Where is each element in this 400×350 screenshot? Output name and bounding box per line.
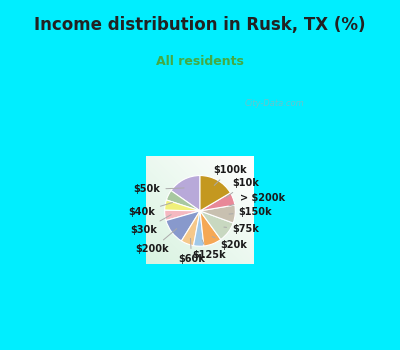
Text: Income distribution in Rusk, TX (%): Income distribution in Rusk, TX (%) [34,16,366,34]
Text: $20k: $20k [212,237,247,250]
Text: > $200k: > $200k [229,193,285,206]
Text: $50k: $50k [134,184,184,195]
Text: $75k: $75k [224,224,259,234]
Wedge shape [165,200,200,211]
Text: $100k: $100k [213,165,246,186]
Text: $150k: $150k [229,207,272,217]
Text: City-Data.com: City-Data.com [245,99,305,108]
Wedge shape [194,211,204,246]
Wedge shape [166,211,200,241]
Wedge shape [200,205,235,223]
Wedge shape [181,211,200,246]
Wedge shape [171,176,200,211]
Wedge shape [200,193,235,211]
Text: $10k: $10k [226,178,259,197]
Wedge shape [165,210,200,220]
Wedge shape [200,176,230,211]
Text: $30k: $30k [130,215,171,235]
Text: $200k: $200k [135,229,177,254]
Wedge shape [200,211,233,239]
Text: $60k: $60k [178,238,205,264]
Wedge shape [166,191,200,211]
Text: All residents: All residents [156,55,244,68]
Wedge shape [200,211,221,246]
Text: $40k: $40k [128,203,172,217]
Text: $125k: $125k [192,240,225,260]
